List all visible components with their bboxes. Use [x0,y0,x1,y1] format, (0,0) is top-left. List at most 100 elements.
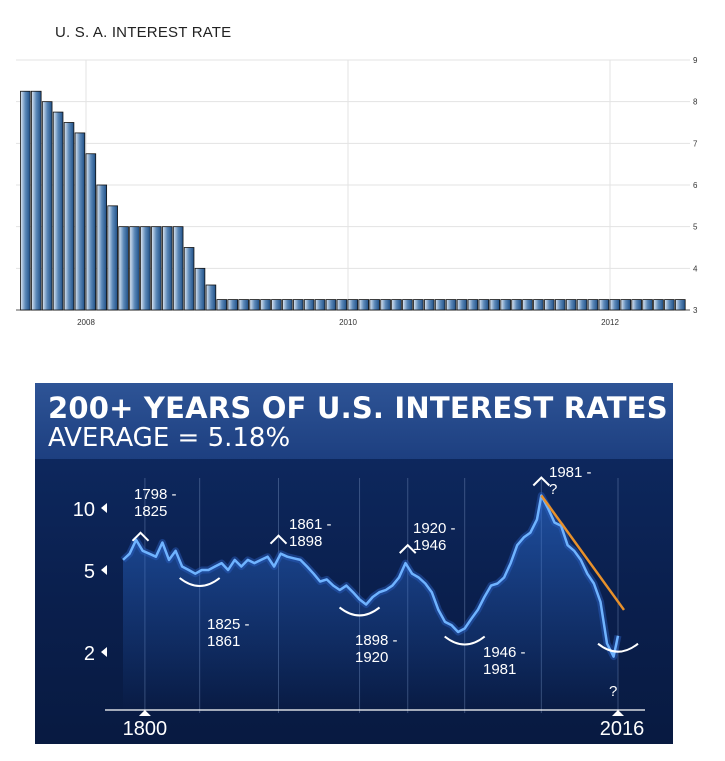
rate-bar [107,205,118,311]
y-tick-label: 3 [693,306,698,315]
rate-bar [609,299,621,311]
rate-bar [423,299,435,311]
rate-bar [194,267,206,311]
rate-bar [31,90,42,311]
rate-bar [227,299,239,311]
rate-bar [544,299,555,311]
rate-bar [249,299,260,311]
era-label-line: 1920 - [413,520,456,537]
era-label: 1825 -1861 [207,616,250,650]
rate-bar [293,299,304,311]
era-label: 1798 -1825 [134,486,177,520]
trough-marker [597,642,639,653]
era-label-line: ? [609,683,617,700]
era-label-line: 1798 - [134,486,177,503]
rate-bar [85,153,97,311]
rate-bar [402,299,413,311]
y-tick-label: 4 [693,264,698,273]
rate-bar [20,90,31,311]
era-label-line: 1920 [355,649,388,666]
era-label-line: 1981 [483,661,516,678]
rate-bar [554,299,566,311]
rate-bar [598,299,610,311]
trough-marker [338,606,381,617]
rate-bar [565,299,577,311]
y-tick-label: 5 [84,561,95,583]
y-tick-label: 9 [693,56,698,65]
rate-area [123,495,618,710]
rate-bar [369,299,380,311]
peak-marker [399,543,417,554]
rate-bar [511,299,522,311]
rate-bar [445,299,457,311]
rate-bar [151,226,162,311]
interest-rate-bar-chart: 345678920082010201220142016 [16,56,698,327]
rate-bar [456,299,468,311]
rate-bar [642,299,653,311]
x-tick-label: 2008 [77,318,95,327]
y-tick-label: 10 [73,499,95,521]
y-tick-marker [101,503,107,513]
rate-bar [303,299,315,311]
x-tick-label: 2010 [339,318,357,327]
top-chart-title: U. S. A. INTEREST RATE [55,24,232,41]
rate-bar [336,299,348,311]
rate-bar [172,226,184,311]
trough-marker [444,635,486,646]
era-label-line: 1946 - [483,644,526,661]
rate-bar [380,299,391,311]
rate-bar [653,299,664,311]
historical-rates-panel: 200+ YEARS OF U.S. INTEREST RATES AVERAG… [35,383,673,744]
rate-bar [434,299,446,311]
rate-bar [413,299,424,311]
era-label: 1920 -1946 [413,520,456,554]
rate-bar [489,299,501,311]
rate-bar [183,247,195,311]
rate-bar [140,226,151,311]
rate-bar [391,299,402,311]
rate-bar [52,111,64,311]
panel-title: 200+ YEARS OF U.S. INTEREST RATES [48,391,668,425]
era-label-line: 1981 - [549,464,592,481]
rate-bar [238,299,249,311]
panel-header: 200+ YEARS OF U.S. INTEREST RATES AVERAG… [35,383,673,459]
rate-bar [664,299,675,311]
peak-marker [131,531,150,542]
rate-bar [675,299,686,311]
rate-bar [314,299,326,311]
rate-bar [74,132,86,311]
peak-marker [532,476,551,487]
rate-bar [96,184,108,311]
trendline [540,494,626,611]
rate-bar [478,299,490,311]
y-tick-label: 8 [693,98,698,107]
rate-bar [467,299,479,311]
rate-bar [162,226,173,311]
rate-bar [522,299,533,311]
rate-bar [282,299,293,311]
x-tick-label: 2012 [601,318,619,327]
rate-bar [129,226,140,311]
era-label-line: 1898 - [355,632,398,649]
y-tick-label: 5 [693,223,698,232]
era-label-line: 1825 - [207,616,250,633]
era-label: 1946 -1981 [483,644,526,678]
y-tick-label: 2 [84,643,95,665]
rate-bar [216,299,228,311]
y-tick-label: 6 [693,181,698,190]
rate-bar [325,299,337,311]
rate-bar [271,299,282,311]
rate-bar [631,299,642,311]
rate-bar [587,299,599,311]
y-tick-marker [101,565,107,576]
peak-marker [269,534,288,545]
rate-bar [41,101,53,311]
era-label: ? [609,683,617,700]
rate-bar [347,299,359,311]
rate-bar [260,299,271,311]
rate-bar [500,299,511,311]
panel-subtitle: AVERAGE = 5.18% [48,423,291,453]
rate-bar [118,226,129,311]
era-label: 1898 -1920 [355,632,398,666]
